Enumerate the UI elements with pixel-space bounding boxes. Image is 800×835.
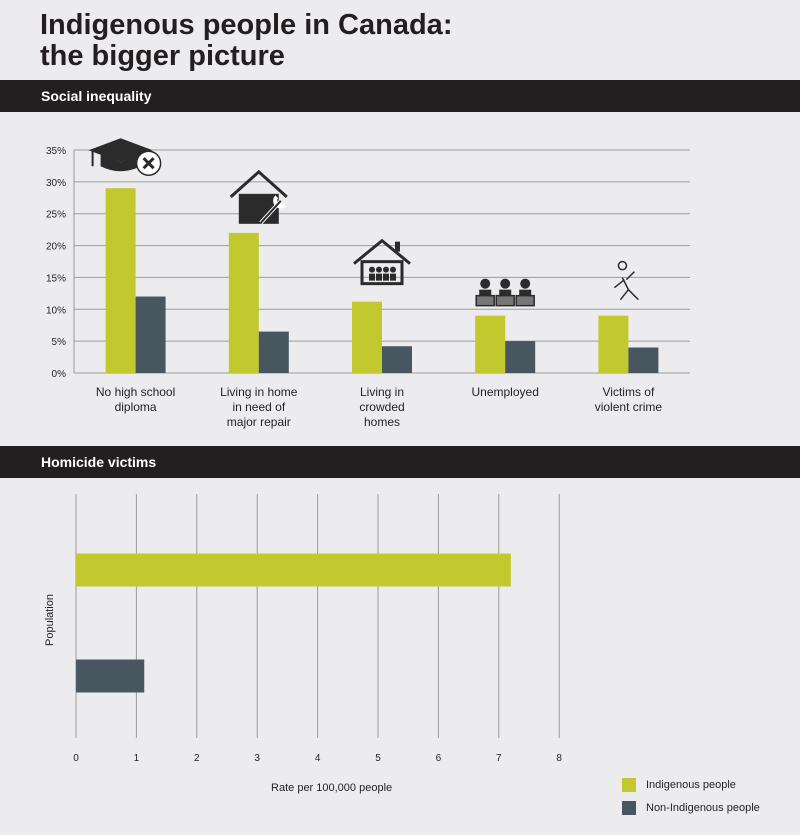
unemployed-people-icon <box>475 278 535 307</box>
section-header-homicide-victims: Homicide victims <box>0 446 800 478</box>
bar-non-indigenous <box>628 347 659 373</box>
x-mark-shape <box>142 157 155 170</box>
legend-label-indigenous: Indigenous people <box>646 778 736 791</box>
desk-shape <box>475 294 495 307</box>
category-label: in need of <box>232 400 285 414</box>
category-label: Living in <box>360 385 404 399</box>
bar-indigenous <box>352 301 382 373</box>
y-tick-label: 25% <box>46 210 66 221</box>
person-head-shape <box>500 278 511 289</box>
house-wrench-icon <box>229 169 288 225</box>
category-label: major repair <box>227 415 291 429</box>
body-outline-shape <box>613 260 639 301</box>
person-body-shape <box>499 289 512 296</box>
x-tick-label: 2 <box>194 753 200 764</box>
y-tick-label: 5% <box>52 337 67 348</box>
category-label: crowded <box>359 400 404 414</box>
page-title: Indigenous people in Canada: the bigger … <box>40 10 452 72</box>
crowded-house-icon <box>353 238 411 286</box>
desk-shape <box>495 294 515 307</box>
person-body-shape <box>519 289 532 296</box>
x-tick-label: 3 <box>254 753 260 764</box>
x-tick-label: 5 <box>375 753 381 764</box>
y-tick-label: 10% <box>46 305 66 316</box>
bar-indigenous <box>105 188 136 373</box>
category-label: No high school <box>96 385 175 399</box>
category-label: Living in home <box>220 385 298 399</box>
bar-indigenous <box>598 315 629 373</box>
x-tick-label: 4 <box>315 753 321 764</box>
legend-item-non-indigenous: Non-Indigenous people <box>622 799 760 817</box>
category-label: Victims of <box>603 385 655 399</box>
bar-indigenous <box>228 232 259 373</box>
category-label: violent crime <box>595 400 663 414</box>
x-tick-label: 7 <box>496 753 502 764</box>
roof-shape <box>353 238 411 265</box>
victim-outline-icon <box>613 260 639 301</box>
category-label: homes <box>364 415 400 429</box>
y-tick-label: 35% <box>46 146 66 157</box>
cap-body-shape <box>100 154 141 172</box>
hbar-non-indigenous <box>76 659 145 693</box>
legend-swatch-indigenous <box>622 777 636 792</box>
bar-non-indigenous <box>135 296 166 373</box>
x-tick-label: 8 <box>556 753 562 764</box>
x-tick-label: 0 <box>73 753 79 764</box>
y-axis-label: Population <box>44 594 56 646</box>
y-tick-label: 0% <box>52 369 67 380</box>
person-body-shape <box>376 273 382 281</box>
person-body-shape <box>390 273 396 281</box>
section-header-social-inequality: Social inequality <box>0 80 800 112</box>
person-body-shape <box>369 273 375 281</box>
legend-swatch-non-indigenous <box>622 800 636 815</box>
person-head-shape <box>520 278 531 289</box>
graduation-cap-x-icon <box>88 138 162 176</box>
hbar-indigenous <box>76 553 511 587</box>
bar-indigenous <box>475 315 506 373</box>
category-label: diploma <box>115 400 157 414</box>
page-title-line-2: the bigger picture <box>40 40 285 72</box>
chimney-shape <box>395 241 400 252</box>
x-axis-label: Rate per 100,000 people <box>271 782 392 794</box>
y-tick-label: 30% <box>46 178 66 189</box>
bar-non-indigenous <box>505 341 536 373</box>
roof-shape <box>229 169 288 198</box>
bar-non-indigenous <box>382 346 412 373</box>
wrench-core-shape <box>260 200 282 224</box>
person-body-shape <box>479 289 492 296</box>
legend-item-indigenous: Indigenous people <box>622 776 736 794</box>
person-body-shape <box>383 273 389 281</box>
x-tick-label: 1 <box>134 753 140 764</box>
person-head-shape <box>480 278 491 289</box>
y-tick-label: 15% <box>46 273 66 284</box>
person-head-shape <box>383 266 389 273</box>
person-head-shape <box>369 266 375 273</box>
y-tick-label: 20% <box>46 242 66 253</box>
house-outline-shape <box>360 260 404 286</box>
person-head-shape <box>390 266 396 273</box>
page-title-line-1: Indigenous people in Canada: <box>40 9 453 41</box>
person-head-shape <box>376 266 382 273</box>
category-label: Unemployed <box>472 385 539 399</box>
legend-label-non-indigenous: Non-Indigenous people <box>646 801 760 814</box>
x-tick-label: 6 <box>436 753 442 764</box>
desk-shape <box>515 294 535 307</box>
bar-non-indigenous <box>258 331 289 373</box>
